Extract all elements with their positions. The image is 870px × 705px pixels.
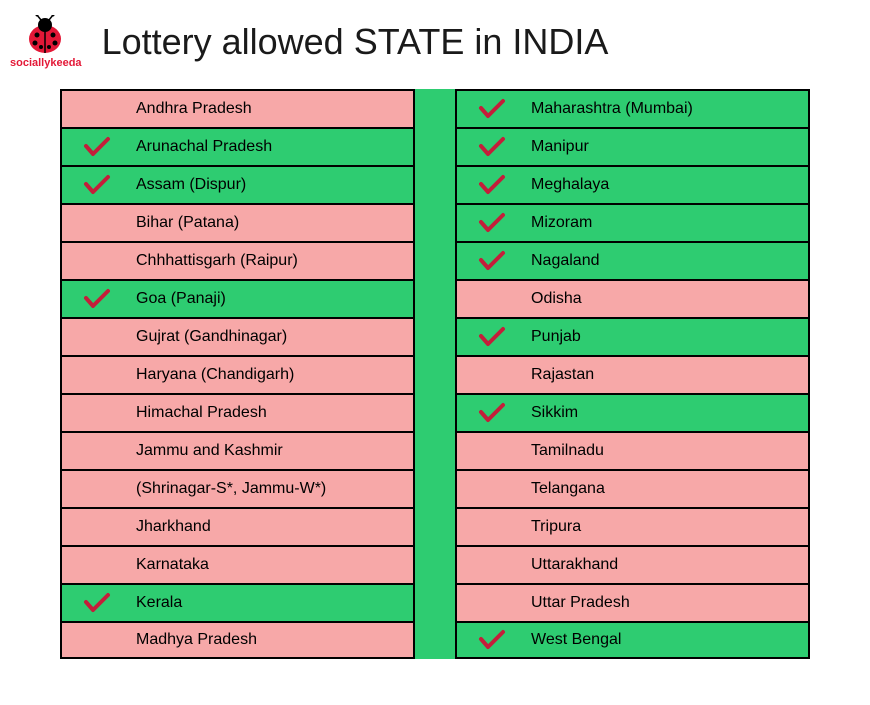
state-name: Punjab [527,328,581,346]
checkmark-icon [83,592,111,614]
state-row: Kerala [60,583,415,621]
checkmark-icon [478,98,506,120]
checkmark-icon [478,174,506,196]
checkmark-icon [478,402,506,424]
state-name: Kerala [132,594,182,612]
state-row: Tamilnadu [455,431,810,469]
checkmark-icon [478,326,506,348]
state-row: Mizoram [455,203,810,241]
state-name: Gujrat (Gandhinagar) [132,328,287,346]
check-cell [457,629,527,651]
state-row: Meghalaya [455,165,810,203]
check-cell [62,288,132,310]
check-cell [457,250,527,272]
checkmark-icon [478,136,506,158]
checkmark-icon [478,212,506,234]
checkmark-icon [478,250,506,272]
check-cell [62,174,132,196]
checkmark-icon [83,174,111,196]
state-row: Gujrat (Gandhinagar) [60,317,415,355]
state-name: Andhra Pradesh [132,100,252,118]
check-cell [457,98,527,120]
state-name: Arunachal Pradesh [132,138,272,156]
state-row: Nagaland [455,241,810,279]
right-column: Maharashtra (Mumbai) Manipur Meghalaya Mizo… [455,89,810,659]
check-cell [457,212,527,234]
state-row: Karnataka [60,545,415,583]
state-row: Arunachal Pradesh [60,127,415,165]
check-cell [62,136,132,158]
state-name: Haryana (Chandigarh) [132,366,294,384]
state-row: Jharkhand [60,507,415,545]
state-name: Sikkim [527,404,578,422]
state-row: Punjab [455,317,810,355]
state-row: Telangana [455,469,810,507]
state-name: Tamilnadu [527,442,604,460]
state-row: Himachal Pradesh [60,393,415,431]
checkmark-icon [478,629,506,651]
state-name: Uttarakhand [527,556,618,574]
states-table: Andhra Pradesh Arunachal Pradesh Assam (Di… [60,89,810,659]
state-row: Jammu and Kashmir [60,431,415,469]
state-row: Uttar Pradesh [455,583,810,621]
state-name: Goa (Panaji) [132,290,226,308]
check-cell [62,592,132,614]
state-row: Rajastan [455,355,810,393]
state-row: Manipur [455,127,810,165]
checkmark-icon [83,288,111,310]
state-name: Manipur [527,138,589,156]
state-name: Mizoram [527,214,592,232]
state-name: Himachal Pradesh [132,404,267,422]
state-name: Chhhattisgarh (Raipur) [132,252,298,270]
state-name: (Shrinagar-S*, Jammu-W*) [132,480,326,498]
page-title: Lottery allowed STATE in INDIA [102,21,609,63]
state-row: (Shrinagar-S*, Jammu-W*) [60,469,415,507]
state-name: Madhya Pradesh [132,631,257,649]
state-name: Rajastan [527,366,594,384]
state-row: Andhra Pradesh [60,89,415,127]
state-row: Assam (Dispur) [60,165,415,203]
state-row: Sikkim [455,393,810,431]
left-column: Andhra Pradesh Arunachal Pradesh Assam (Di… [60,89,415,659]
state-name: Karnataka [132,556,209,574]
state-row: Madhya Pradesh [60,621,415,659]
page-header: sociallykeeda Lottery allowed STATE in I… [0,0,870,79]
logo: sociallykeeda [10,15,82,69]
state-name: Jharkhand [132,518,211,536]
state-name: Uttar Pradesh [527,594,630,612]
state-name: Assam (Dispur) [132,176,246,194]
state-row: Odisha [455,279,810,317]
state-name: Meghalaya [527,176,609,194]
state-row: Goa (Panaji) [60,279,415,317]
state-row: Tripura [455,507,810,545]
state-name: West Bengal [527,631,621,649]
check-cell [457,174,527,196]
state-row: West Bengal [455,621,810,659]
state-row: Haryana (Chandigarh) [60,355,415,393]
state-row: Bihar (Patana) [60,203,415,241]
state-name: Odisha [527,290,582,308]
state-row: Uttarakhand [455,545,810,583]
check-cell [457,326,527,348]
check-cell [457,402,527,424]
state-name: Telangana [527,480,605,498]
state-name: Maharashtra (Mumbai) [527,100,693,118]
state-name: Nagaland [527,252,600,270]
state-name: Bihar (Patana) [132,214,239,232]
state-row: Maharashtra (Mumbai) [455,89,810,127]
check-cell [457,136,527,158]
state-row: Chhhattisgarh (Raipur) [60,241,415,279]
logo-text: sociallykeeda [10,57,82,69]
checkmark-icon [83,136,111,158]
state-name: Jammu and Kashmir [132,442,283,460]
ladybug-icon [23,15,68,55]
state-name: Tripura [527,518,581,536]
